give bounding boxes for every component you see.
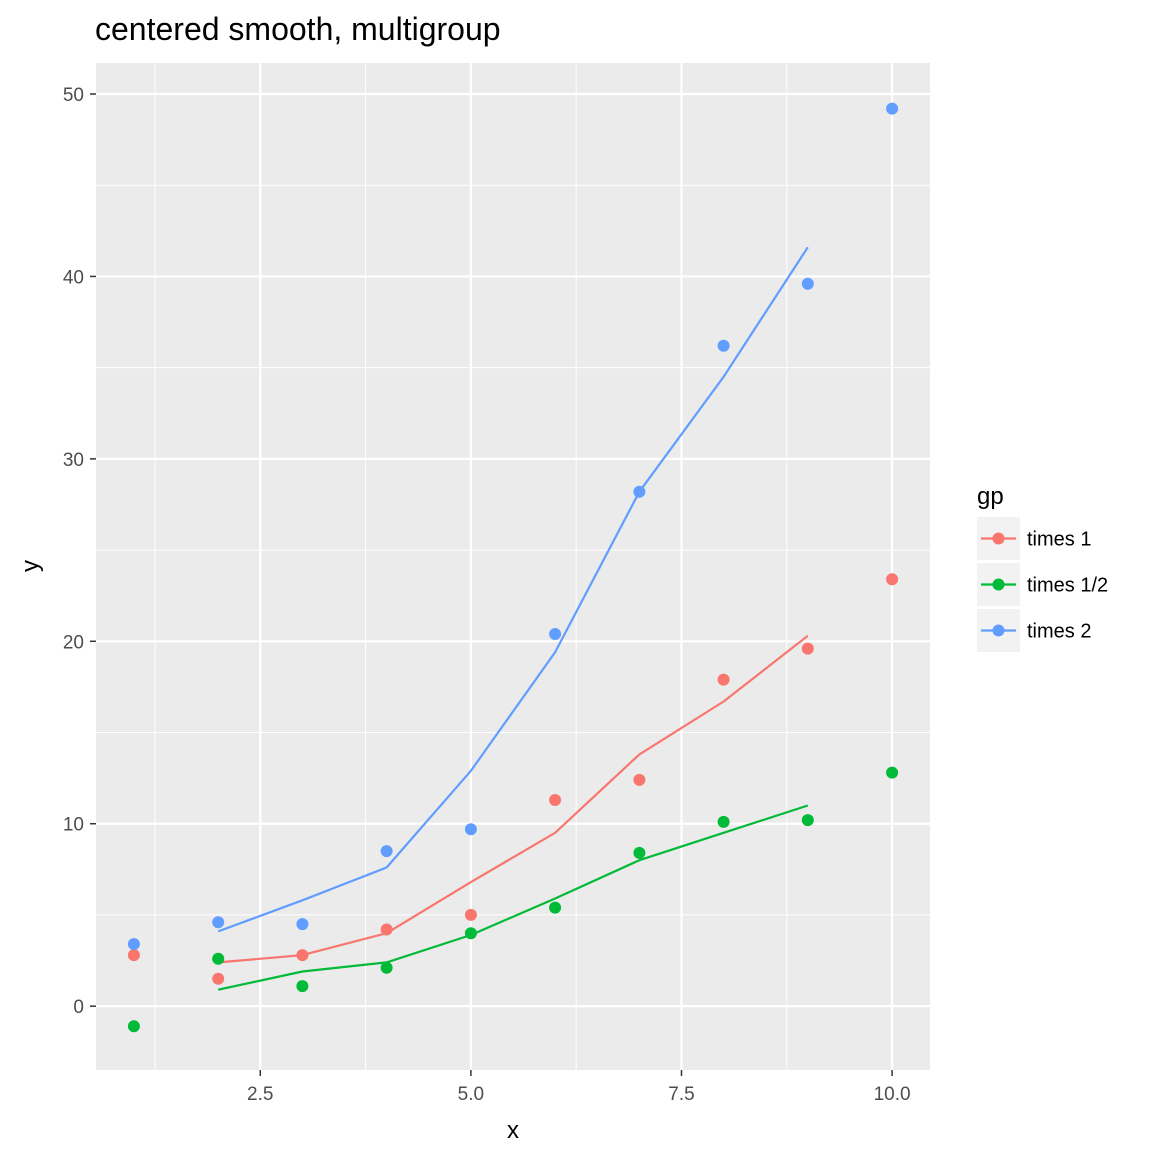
data-point-series-2 [296,918,309,931]
x-tick-label: 7.5 [668,1084,694,1105]
legend-title: gp [977,483,1004,510]
legend-key-point [992,532,1005,545]
y-axis: 0 10 20 30 40 50 [63,85,96,1018]
legend-key-point [992,624,1005,637]
legend-label: times 1 [1027,529,1091,551]
x-axis-title: x [507,1117,519,1144]
legend-label: times 2 [1027,621,1091,643]
x-tick-label: 2.5 [247,1084,273,1105]
data-point-series-2 [212,916,225,929]
series-line-1 [217,804,809,991]
legend-label: times 1/2 [1027,575,1108,597]
data-point-series-0 [886,573,899,586]
legend-key-point [992,578,1005,591]
chart-title: centered smooth, multigroup [95,11,501,47]
data-point-series-0 [212,972,225,985]
data-point-series-1 [549,901,562,914]
data-point-series-2 [127,938,140,951]
data-point-series-1 [717,815,730,828]
data-point-series-1 [633,846,646,859]
data-point-series-0 [801,642,814,655]
minor-gridlines [96,63,930,1070]
y-tick-label: 0 [73,997,84,1018]
data-point-series-2 [717,339,730,352]
data-point-series-0 [633,773,646,786]
series-line-2 [217,246,809,933]
data-point-series-1 [886,766,899,779]
data-point-series-1 [296,980,309,993]
data-point-series-2 [801,277,814,290]
data-point-series-1 [801,814,814,827]
data-point-series-2 [464,823,477,836]
data-point-series-0 [296,949,309,962]
data-points [127,102,899,1033]
data-point-series-2 [886,102,899,115]
data-point-series-1 [380,961,393,974]
major-gridlines [96,63,930,1070]
plot-panel [96,63,930,1070]
data-point-series-0 [717,673,730,686]
y-tick-label: 20 [63,632,84,653]
data-point-series-2 [549,628,562,640]
data-point-series-0 [464,908,477,921]
data-point-series-1 [212,952,225,965]
x-tick-label: 10.0 [874,1084,911,1105]
data-point-series-0 [380,923,393,936]
x-axis: 2.5 5.0 7.5 10.0 [247,1070,911,1105]
data-point-series-1 [464,927,477,940]
y-tick-label: 40 [63,267,84,288]
y-tick-label: 10 [63,815,84,836]
legend: gp times 1 times 1/2 times 2 [977,483,1108,652]
legend-items: times 1 times 1/2 times 2 [977,517,1108,652]
data-point-series-1 [127,1020,140,1033]
data-point-series-2 [380,845,393,858]
data-point-series-0 [549,794,562,806]
y-tick-label: 30 [63,450,84,471]
series-line-0 [218,634,809,964]
x-tick-label: 5.0 [458,1084,484,1105]
y-tick-label: 50 [63,85,84,106]
data-point-series-0 [127,949,140,962]
y-axis-title: y [17,560,44,572]
smooth-lines [217,246,809,991]
data-point-series-2 [633,485,646,498]
